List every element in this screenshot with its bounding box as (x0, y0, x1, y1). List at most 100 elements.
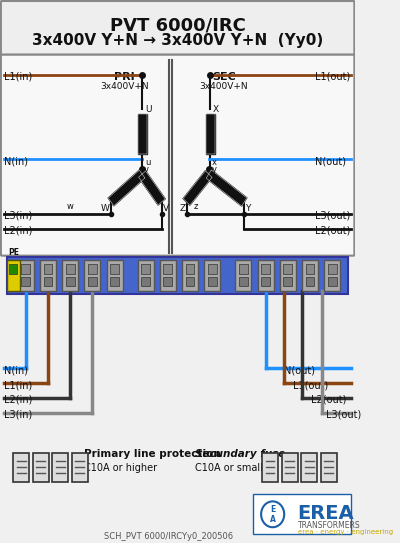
Text: L1(out): L1(out) (293, 380, 328, 390)
Text: 3x400V+N: 3x400V+N (100, 81, 149, 91)
Bar (52, 453, 68, 483)
Bar (88, 276, 97, 287)
Text: L2(in): L2(in) (4, 395, 33, 405)
Text: SCH_PVT 6000/IRCYy0_200506: SCH_PVT 6000/IRCYy0_200506 (104, 532, 233, 541)
Bar (18, 260, 34, 292)
Bar (33, 453, 49, 483)
Bar (204, 260, 220, 292)
Text: U: U (145, 105, 151, 115)
Text: L2(out): L2(out) (315, 226, 351, 236)
Polygon shape (206, 170, 247, 206)
Bar (280, 260, 296, 292)
Polygon shape (206, 115, 215, 154)
Text: E
A: E A (270, 504, 276, 524)
Bar (141, 276, 150, 287)
Text: Z: Z (180, 204, 186, 213)
Bar (21, 263, 30, 274)
Text: L3(in): L3(in) (4, 410, 33, 420)
Bar (235, 260, 251, 292)
Bar (110, 276, 119, 287)
Polygon shape (108, 170, 145, 206)
Bar (328, 276, 336, 287)
Bar (164, 263, 172, 274)
Bar (261, 263, 270, 274)
Text: y: y (211, 165, 216, 174)
Bar (66, 276, 75, 287)
Bar (72, 453, 88, 483)
Bar (282, 453, 298, 483)
Bar (302, 260, 318, 292)
Polygon shape (138, 115, 146, 154)
Polygon shape (139, 171, 165, 205)
Text: L1(in): L1(in) (4, 72, 33, 81)
Text: w: w (67, 202, 74, 211)
Text: N(out): N(out) (284, 365, 315, 375)
Bar (306, 263, 314, 274)
Bar (261, 276, 270, 287)
Text: X: X (213, 105, 219, 115)
Text: C10A or higher: C10A or higher (84, 463, 158, 472)
Bar (9, 263, 17, 274)
Polygon shape (183, 171, 212, 205)
Text: 3x400V Y+N → 3x400V Y+N  (Yy0): 3x400V Y+N → 3x400V Y+N (Yy0) (32, 33, 323, 48)
Text: Secundary fuse: Secundary fuse (195, 449, 286, 459)
Bar (253, 494, 351, 534)
Bar (208, 263, 217, 274)
Bar (324, 260, 340, 292)
Bar (84, 260, 100, 292)
Bar (283, 263, 292, 274)
Text: L3(out): L3(out) (315, 211, 350, 221)
Text: v: v (144, 165, 149, 174)
Bar (138, 260, 154, 292)
Text: u: u (145, 158, 150, 167)
Circle shape (261, 501, 284, 527)
Bar (44, 263, 52, 274)
Text: SEC: SEC (212, 72, 236, 81)
Bar (88, 263, 97, 274)
Text: TRANSFORMERS: TRANSFORMERS (298, 521, 360, 531)
Text: L3(in): L3(in) (4, 211, 33, 221)
Bar (283, 276, 292, 287)
Text: L2(out): L2(out) (311, 395, 346, 405)
Text: PE: PE (8, 248, 19, 257)
Bar (13, 453, 29, 483)
Bar (62, 260, 78, 292)
Text: C10A or smaller: C10A or smaller (195, 463, 273, 472)
Bar (44, 276, 52, 287)
Bar (301, 453, 317, 483)
Bar (7, 257, 348, 294)
Bar (141, 263, 150, 274)
Text: erea · energy · engineering: erea · energy · engineering (298, 529, 393, 535)
Text: N(out): N(out) (315, 156, 346, 166)
Bar (186, 263, 194, 274)
Bar (239, 263, 248, 274)
Text: V: V (162, 204, 169, 213)
Bar (306, 276, 314, 287)
Text: EREA: EREA (298, 504, 354, 523)
FancyBboxPatch shape (1, 1, 354, 55)
Bar (110, 263, 119, 274)
Text: Y: Y (245, 204, 250, 213)
Text: PRI: PRI (114, 72, 135, 81)
Bar (7, 260, 20, 292)
Text: x: x (211, 158, 216, 167)
Bar (40, 260, 56, 292)
Text: N(in): N(in) (4, 365, 28, 375)
Text: 3x400V+N: 3x400V+N (200, 81, 248, 91)
Bar (208, 276, 217, 287)
Text: L2(in): L2(in) (4, 226, 33, 236)
Bar (239, 276, 248, 287)
Bar (262, 453, 278, 483)
Text: L3(out): L3(out) (326, 410, 361, 420)
Text: Primary line protection: Primary line protection (84, 449, 221, 459)
Text: L1(in): L1(in) (4, 380, 33, 390)
Bar (258, 260, 274, 292)
Bar (160, 260, 176, 292)
Text: z: z (194, 202, 198, 211)
Text: N(in): N(in) (4, 156, 28, 166)
Text: L1(out): L1(out) (315, 72, 350, 81)
Bar (106, 260, 122, 292)
Bar (66, 263, 75, 274)
Text: W: W (100, 204, 109, 213)
Bar (21, 276, 30, 287)
